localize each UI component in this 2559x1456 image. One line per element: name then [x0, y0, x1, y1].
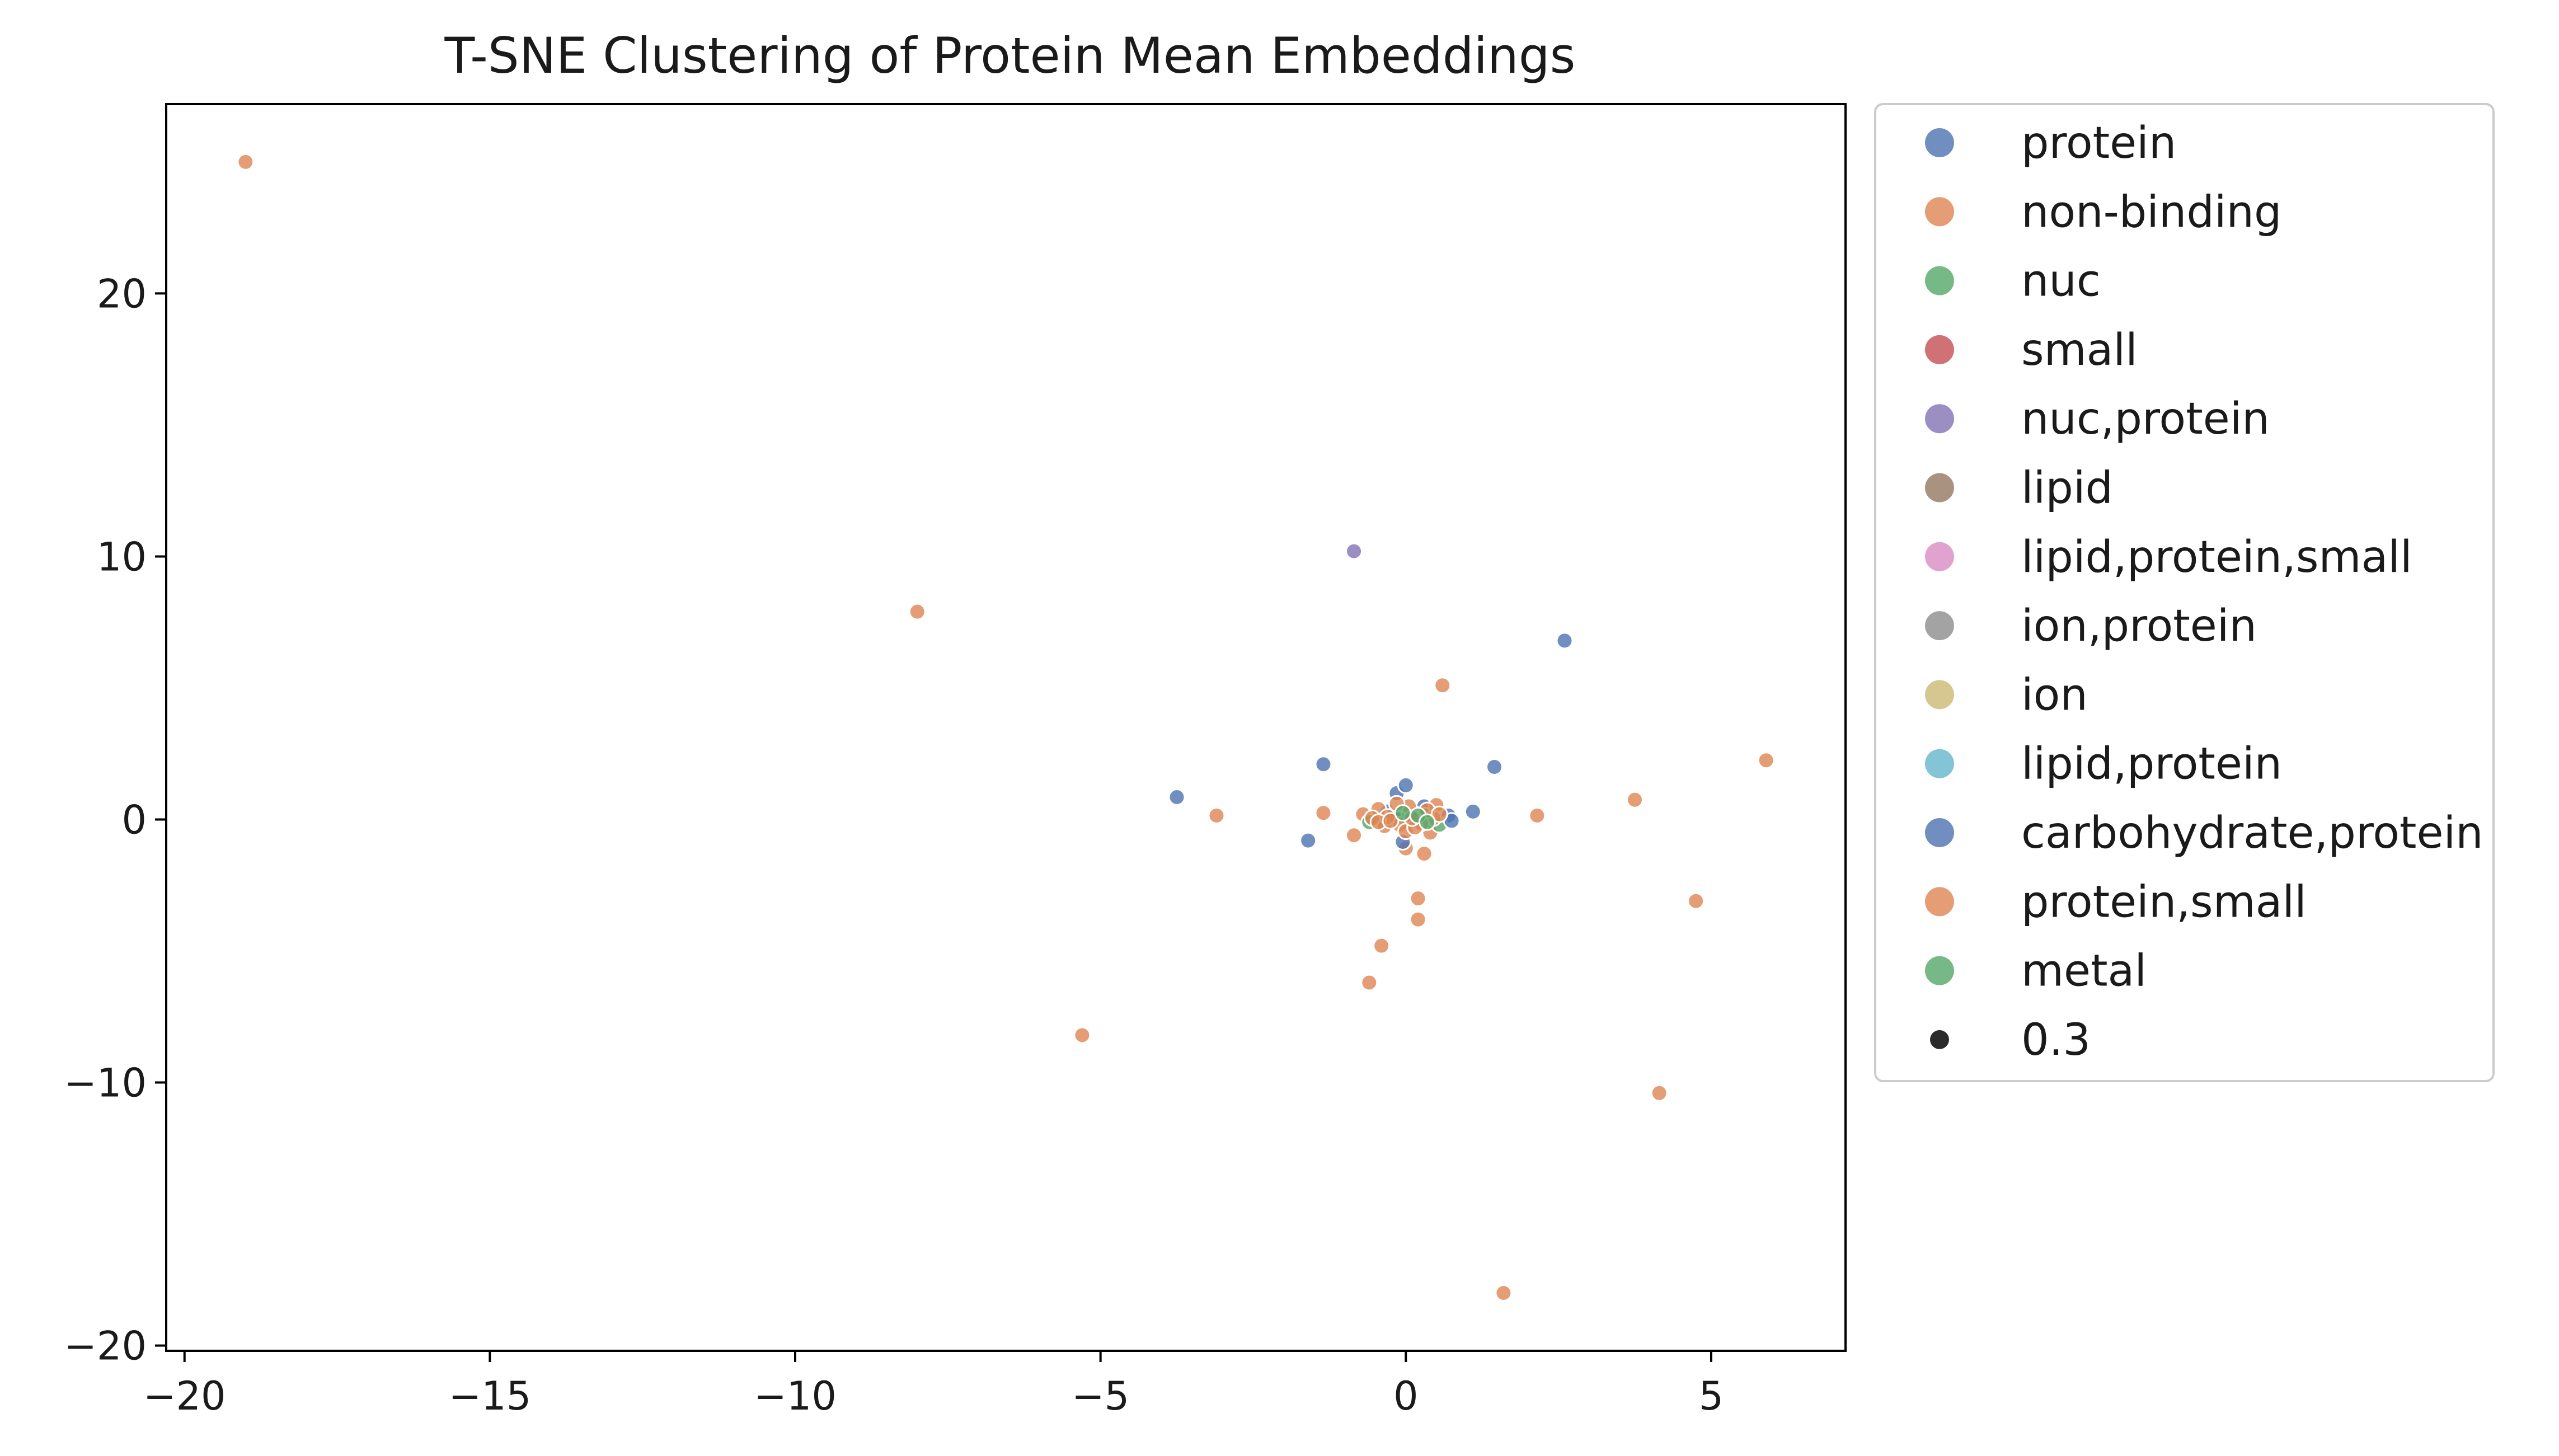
data-point — [1345, 826, 1363, 844]
data-point — [1650, 1084, 1668, 1102]
legend-marker — [1925, 887, 1954, 917]
y-tick-label: 0 — [121, 797, 147, 843]
legend-marker — [1925, 335, 1954, 364]
chart-title: T-SNE Clustering of Protein Mean Embeddi… — [444, 27, 1575, 84]
data-point — [1314, 804, 1332, 822]
legend-size-label: 0.3 — [2021, 1015, 2091, 1065]
y-tick-label: 10 — [97, 534, 147, 580]
data-point — [1626, 791, 1644, 809]
legend-label: metal — [2021, 946, 2147, 997]
legend-label: lipid,protein — [2021, 739, 2282, 790]
legend: protein non-binding nuc small nuc,protein lip… — [1874, 103, 2495, 1082]
data-point — [1314, 755, 1332, 773]
scatter-points — [237, 153, 1775, 1302]
legend-label: nuc — [2021, 256, 2101, 307]
legend-label: ion — [2021, 670, 2088, 720]
legend-marker — [1925, 266, 1954, 295]
data-point — [1360, 974, 1378, 992]
x-tick-label: 0 — [1393, 1373, 1419, 1419]
data-point — [1208, 806, 1225, 824]
data-point — [1415, 845, 1433, 863]
data-point — [1687, 892, 1705, 910]
legend-frame — [1874, 103, 2495, 1082]
data-point — [1418, 813, 1436, 831]
data-point — [1168, 788, 1186, 806]
data-point — [1757, 752, 1775, 769]
legend-label: carbohydrate,protein — [2021, 808, 2483, 858]
data-point — [908, 603, 926, 621]
x-axis: −20 −15 −10 −5 0 5 — [143, 1351, 1724, 1419]
data-point — [1299, 832, 1317, 849]
data-point — [1073, 1026, 1091, 1044]
data-point — [1430, 805, 1448, 823]
legend-marker — [1925, 197, 1954, 227]
data-point — [1528, 806, 1546, 824]
data-point — [1382, 812, 1400, 830]
legend-marker — [1925, 749, 1954, 778]
data-point — [1434, 677, 1452, 694]
legend-marker — [1925, 128, 1954, 157]
legend-marker — [1925, 473, 1954, 502]
legend-label: lipid,protein,small — [2021, 532, 2412, 583]
data-point — [1556, 632, 1574, 650]
legend-marker — [1925, 818, 1954, 847]
x-tick-label: 5 — [1699, 1373, 1724, 1419]
data-point — [1464, 802, 1482, 820]
data-point — [1345, 542, 1363, 560]
y-tick-label: 20 — [97, 271, 147, 317]
legend-label: nuc,protein — [2021, 394, 2270, 444]
data-point — [1409, 910, 1427, 928]
data-point — [1394, 804, 1412, 822]
x-tick-label: −20 — [143, 1373, 226, 1419]
legend-label: non-binding — [2021, 187, 2282, 237]
legend-marker — [1925, 542, 1954, 571]
y-axis: −20 −10 0 10 20 — [64, 271, 166, 1369]
data-point — [1397, 776, 1415, 794]
plot-area — [165, 103, 1847, 1352]
legend-marker — [1925, 611, 1954, 641]
legend-marker — [1925, 680, 1954, 710]
legend-marker — [1925, 956, 1954, 985]
x-tick-label: −5 — [1072, 1373, 1129, 1419]
y-tick-label: −20 — [64, 1323, 147, 1369]
data-point — [1495, 1284, 1513, 1302]
data-point — [1486, 758, 1504, 776]
legend-label: lipid — [2021, 463, 2113, 514]
legend-size-marker — [1930, 1030, 1949, 1049]
x-tick-label: −15 — [449, 1373, 532, 1419]
legend-label: small — [2021, 325, 2138, 375]
x-tick-label: −10 — [754, 1373, 837, 1419]
legend-marker — [1925, 404, 1954, 434]
data-point — [1409, 890, 1427, 908]
legend-label: protein — [2021, 118, 2176, 168]
data-point — [237, 153, 255, 171]
data-point — [1373, 937, 1391, 955]
legend-label: ion,protein — [2021, 601, 2257, 651]
legend-label: protein,small — [2021, 877, 2307, 927]
y-tick-label: −10 — [64, 1060, 147, 1106]
